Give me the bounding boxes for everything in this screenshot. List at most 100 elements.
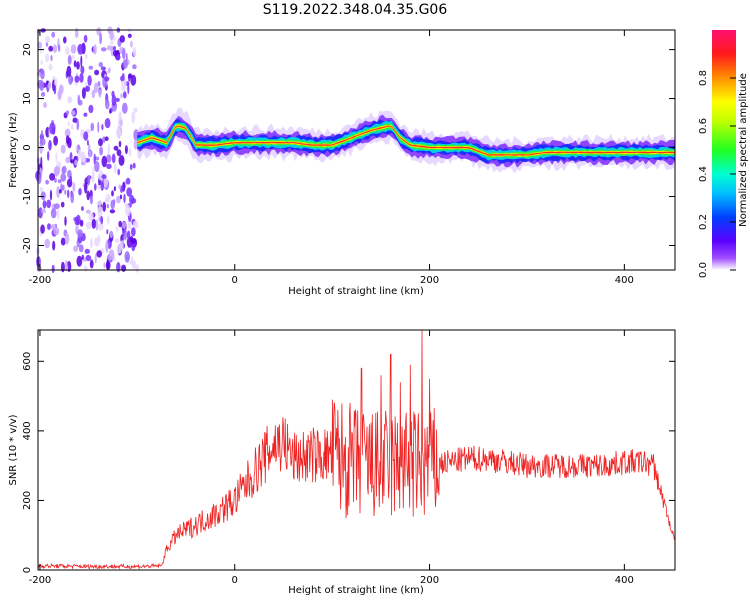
spectrogram-noise-region bbox=[35, 26, 140, 274]
colorbar-label: Normalized spectral amplitude bbox=[738, 73, 749, 227]
noise-blob bbox=[53, 226, 60, 236]
noise-blob bbox=[40, 68, 45, 80]
noise-blob bbox=[105, 240, 109, 253]
colorbar: 0.0 0.2 0.4 0.6 0.8 Normalized spectral ampl… bbox=[698, 30, 749, 278]
noise-blob bbox=[70, 159, 75, 164]
noise-blob bbox=[126, 230, 131, 240]
y-tick-label: -20 bbox=[22, 237, 33, 253]
colorbar-tick-label: 0.0 bbox=[698, 262, 709, 278]
noise-blob bbox=[47, 223, 51, 230]
colorbar-tick-label: 0.4 bbox=[698, 166, 709, 182]
noise-blob bbox=[122, 59, 128, 69]
noise-blob bbox=[100, 216, 104, 225]
noise-blob bbox=[48, 45, 54, 52]
snr-y-ticks: 0 200 400 600 bbox=[22, 352, 675, 573]
noise-blob bbox=[40, 191, 46, 201]
noise-blob bbox=[50, 208, 57, 219]
noise-blob bbox=[63, 36, 67, 44]
noise-blob bbox=[97, 81, 101, 87]
noise-blob bbox=[80, 206, 84, 211]
noise-blob bbox=[120, 93, 123, 99]
noise-blob bbox=[120, 240, 124, 250]
noise-blob bbox=[40, 156, 43, 169]
noise-blob bbox=[106, 45, 113, 51]
noise-blob bbox=[96, 200, 103, 206]
noise-blob bbox=[49, 122, 56, 135]
noise-blob bbox=[131, 242, 136, 252]
noise-blob bbox=[86, 140, 89, 146]
noise-blob bbox=[70, 124, 74, 131]
noise-blob bbox=[116, 195, 121, 204]
noise-blob bbox=[94, 69, 100, 76]
noise-blob bbox=[69, 175, 73, 182]
spectrogram-panel: -200 0 200 400 -20 -10 0 10 20 Height of straig… bbox=[8, 26, 676, 297]
colorbar-ticks: 0.0 0.2 0.4 0.6 0.8 bbox=[698, 70, 736, 278]
y-tick-label: -10 bbox=[22, 188, 33, 204]
noise-blob bbox=[133, 139, 138, 150]
noise-blob bbox=[108, 67, 111, 73]
x-tick-label: 200 bbox=[420, 575, 439, 586]
noise-blob bbox=[118, 184, 122, 190]
snr-series bbox=[37, 329, 675, 571]
noise-blob bbox=[132, 64, 137, 70]
noise-blob bbox=[106, 163, 112, 169]
noise-blob bbox=[95, 219, 99, 231]
noise-blob bbox=[90, 122, 95, 132]
noise-blob bbox=[53, 84, 57, 95]
noise-blob bbox=[58, 189, 62, 194]
noise-blob bbox=[120, 75, 125, 82]
noise-blob bbox=[79, 72, 84, 83]
spectrogram-y-axis-label: Frequency (Hz) bbox=[8, 112, 19, 188]
noise-blob bbox=[65, 135, 70, 145]
colorbar-tick-label: 0.6 bbox=[698, 118, 709, 134]
noise-blob bbox=[40, 60, 43, 65]
noise-blob bbox=[47, 81, 52, 90]
noise-blob bbox=[45, 53, 50, 63]
noise-blob bbox=[60, 144, 66, 154]
y-tick-label: 0 bbox=[22, 567, 33, 573]
noise-blob bbox=[98, 88, 102, 98]
noise-blob bbox=[76, 61, 80, 70]
noise-blob bbox=[113, 162, 117, 174]
noise-blob bbox=[133, 107, 138, 113]
noise-blob bbox=[102, 201, 106, 212]
chart-title: S119.2022.348.04.35.G06 bbox=[263, 2, 448, 18]
noise-blob bbox=[94, 253, 97, 264]
noise-blob bbox=[100, 181, 105, 191]
noise-blob bbox=[43, 102, 47, 108]
noise-blob bbox=[52, 44, 58, 53]
noise-blob bbox=[88, 150, 92, 158]
noise-blob bbox=[72, 182, 76, 193]
snr-x-ticks: -200 0 200 400 bbox=[29, 330, 634, 586]
noise-blob bbox=[126, 187, 133, 197]
noise-blob bbox=[107, 143, 111, 156]
noise-blob bbox=[87, 75, 92, 86]
noise-blob bbox=[85, 87, 89, 92]
noise-blob bbox=[39, 143, 43, 154]
noise-blob bbox=[49, 189, 53, 201]
noise-blob bbox=[61, 184, 65, 191]
noise-blob bbox=[100, 66, 106, 71]
spectrogram-y-ticks: -20 -10 0 10 20 bbox=[22, 43, 675, 254]
noise-blob bbox=[81, 87, 86, 99]
noise-blob bbox=[61, 165, 67, 174]
spectrogram-x-axis-label: Height of straight line (km) bbox=[288, 286, 424, 297]
noise-blob bbox=[84, 182, 88, 194]
noise-blob bbox=[131, 111, 136, 124]
noise-blob bbox=[118, 140, 122, 148]
noise-blob bbox=[65, 156, 71, 164]
noise-blob bbox=[130, 238, 136, 244]
snr-line bbox=[37, 329, 675, 571]
noise-blob bbox=[129, 164, 133, 170]
noise-blob bbox=[76, 118, 80, 131]
noise-blob bbox=[93, 153, 96, 165]
y-tick-label: 0 bbox=[22, 144, 33, 150]
noise-blob bbox=[73, 60, 77, 68]
noise-blob bbox=[93, 82, 99, 94]
noise-blob bbox=[44, 238, 50, 249]
noise-blob bbox=[96, 250, 102, 258]
y-tick-label: 600 bbox=[22, 352, 33, 371]
noise-blob bbox=[115, 97, 120, 102]
noise-blob bbox=[70, 110, 76, 116]
noise-blob bbox=[74, 75, 80, 83]
